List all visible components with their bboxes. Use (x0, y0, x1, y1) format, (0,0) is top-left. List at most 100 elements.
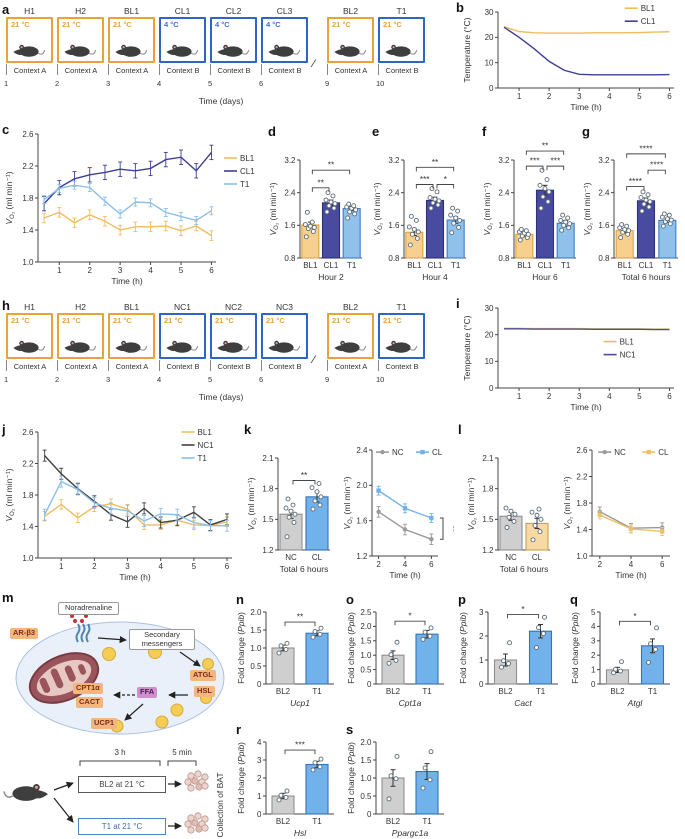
day-label: CL3 (276, 6, 293, 16)
svg-text:3: 3 (118, 266, 123, 275)
day-label: NC2 (224, 302, 242, 312)
svg-text:BL1: BL1 (618, 261, 633, 270)
svg-text:BL1: BL1 (641, 4, 656, 13)
bar-BL1 (615, 230, 634, 259)
svg-text:BL2: BL2 (610, 687, 625, 696)
svg-text:CL: CL (658, 448, 669, 457)
day-label: NC1 (173, 302, 191, 312)
svg-text:1.8: 1.8 (22, 194, 34, 203)
svg-text:1: 1 (517, 92, 522, 101)
mouse-icon (268, 340, 301, 353)
gene-bar-hsl: 0 1 2 3 4 BL2 T1 Hsl *** Fold change (Ppib) (236, 726, 340, 839)
svg-text:VO₂ (ml min⁻¹): VO₂ (ml min⁻¹) (246, 477, 258, 530)
context-row: Context B (210, 360, 257, 373)
svg-text:0.5: 0.5 (250, 662, 262, 671)
chart-q: 0 1 2 3 4 5 BL2 T1 Atgl * Fold change (Ppib) (570, 608, 670, 708)
vo2-bar-total6h: 0.8 1.6 2.4 3.2 BL1 CL1 T1 Total 6 hours **** ***… (582, 128, 682, 294)
svg-text:2.0: 2.0 (250, 608, 262, 617)
svg-text:*: * (521, 604, 525, 614)
svg-text:6: 6 (225, 562, 230, 571)
svg-text:BL1: BL1 (198, 428, 213, 437)
svg-text:1.0: 1.0 (22, 554, 34, 563)
svg-text:CL1: CL1 (428, 261, 443, 270)
context-label: Context A (334, 362, 368, 371)
svg-text:2.2: 2.2 (576, 472, 588, 481)
svg-text:**: ** (432, 157, 439, 167)
bar-T1 (305, 632, 329, 685)
svg-text:1.6: 1.6 (284, 221, 296, 230)
mouse-icon (268, 44, 301, 57)
svg-text:VO₂ (ml min⁻¹): VO₂ (ml min⁻¹) (466, 477, 478, 530)
svg-text:****: **** (639, 143, 653, 153)
svg-text:20: 20 (485, 330, 494, 339)
svg-text:2.4: 2.4 (388, 188, 400, 197)
adipocyte-diagram: Noradrenaline AR-β3 Secondary messengers… (2, 602, 228, 738)
bar-T1 (446, 219, 465, 259)
svg-text:3: 3 (257, 756, 262, 765)
bat-tissue-icon (184, 770, 209, 792)
housing-box: 21 °C (57, 17, 104, 63)
day-tick (210, 64, 211, 75)
series-CL (376, 485, 434, 523)
context-row: Context A (57, 64, 104, 77)
panel-i: i 0 10 20 30 1 2 3 4 5 6 Time (h) Temperature (°C) B… (456, 296, 682, 418)
svg-text:0: 0 (257, 680, 262, 689)
svg-text:**: ** (301, 470, 308, 480)
svg-text:***: *** (550, 156, 561, 166)
svg-text:0.8: 0.8 (598, 254, 610, 263)
bat-schematic-graphics: 3 h 5 min C (53, 748, 225, 838)
panel-j: j 1.0 1.4 1.8 2.2 2.6 1 2 3 4 5 6 Time (h) VO₂ (ml m… (2, 422, 240, 590)
cact-label: CACT (76, 697, 103, 708)
mouse-icon (385, 340, 418, 353)
context-label: Context A (13, 66, 47, 75)
day-tick (6, 360, 7, 371)
gene-bar-ucp1: 0 0.5 1.0 1.5 2.0 BL2 T1 Ucp1 ** Fold change (Ppi… (236, 596, 340, 720)
svg-text:1.5: 1.5 (262, 515, 274, 524)
mouse-icon (64, 44, 97, 57)
svg-text:BL2: BL2 (386, 817, 401, 826)
svg-text:T1: T1 (312, 687, 322, 696)
pathway-arrows (97, 635, 201, 721)
svg-text:1: 1 (517, 392, 522, 401)
day-label: CL1 (174, 6, 191, 16)
svg-text:VO₂ (ml min⁻¹): VO₂ (ml min⁻¹) (4, 171, 16, 224)
svg-text:1.4: 1.4 (576, 525, 588, 534)
panel-label-e: e (372, 124, 380, 139)
day-tick (57, 64, 58, 75)
ffa-label: FFA (137, 687, 158, 698)
context-row: Context A (6, 64, 53, 77)
day-label: H1 (24, 6, 35, 16)
svg-text:6: 6 (429, 560, 434, 569)
temperature-label: 21 °C (11, 20, 30, 29)
housing-box: 21 °C (327, 313, 374, 359)
duration-5min-label: 5 min (172, 748, 192, 757)
svg-text:0: 0 (591, 680, 596, 689)
svg-text:30: 30 (485, 8, 494, 17)
svg-text:2.0: 2.0 (360, 622, 372, 631)
day-number: 4 (157, 375, 162, 384)
vo2-timecourse-cold: 1.0 1.4 1.8 2.2 2.6 1 2 3 4 5 6 Time (h) VO₂ (ml min… (4, 126, 262, 292)
svg-text:2.4: 2.4 (598, 188, 610, 197)
svg-text:1.6: 1.6 (498, 221, 510, 230)
series-BL1 (503, 26, 670, 34)
protocol-box-CL2: CL2 4 °C Context B 5 (208, 6, 257, 88)
housing-box: 21 °C (210, 313, 257, 359)
panel-m: m (2, 590, 230, 838)
chart-r: 0 1 2 3 4 BL2 T1 Hsl *** Fold change (Ppib) (236, 738, 334, 838)
svg-text:T1: T1 (648, 687, 658, 696)
svg-text:0.8: 0.8 (388, 254, 400, 263)
svg-text:****: **** (629, 176, 643, 186)
svg-text:1: 1 (479, 656, 484, 665)
legend: NC CL (598, 448, 669, 457)
day-label: NC3 (275, 302, 293, 312)
svg-text:1.5: 1.5 (482, 515, 494, 524)
svg-text:NC1: NC1 (198, 441, 215, 450)
svg-text:Time (h): Time (h) (615, 570, 646, 580)
chart-j: 1.0 1.4 1.8 2.2 2.6 1 2 3 4 5 6 Time (h) VO₂ (ml min… (4, 428, 232, 582)
protocol-box-BL2: BL2 21 °C Context A 9 (325, 6, 374, 88)
svg-text:5: 5 (591, 608, 596, 617)
bar-NC (499, 515, 523, 551)
